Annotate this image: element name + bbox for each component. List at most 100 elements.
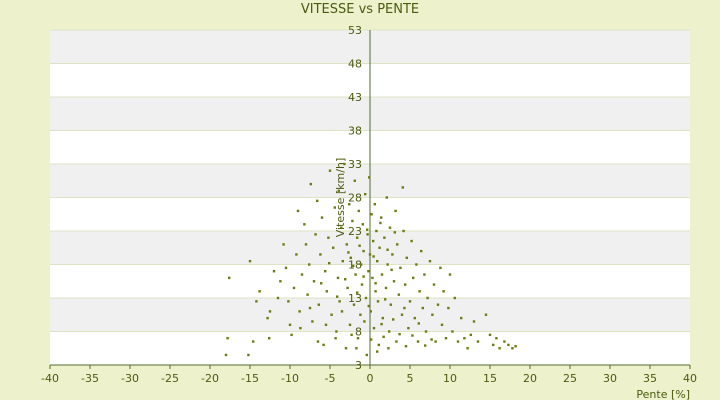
scatter-point bbox=[311, 320, 314, 323]
scatter-point bbox=[432, 283, 436, 286]
scatter-point bbox=[460, 316, 463, 320]
scatter-point bbox=[354, 273, 357, 276]
scatter-point bbox=[472, 320, 476, 323]
scatter-point bbox=[389, 303, 392, 306]
scatter-point bbox=[348, 323, 352, 326]
scatter-point bbox=[352, 303, 356, 306]
x-tick-label: -25 bbox=[161, 372, 179, 385]
scatter-point bbox=[356, 236, 359, 239]
scatter-point bbox=[428, 259, 432, 263]
scatter-point bbox=[352, 264, 355, 268]
scatter-point bbox=[258, 290, 261, 293]
y-axis-label: Vitesse [km/h] bbox=[334, 158, 347, 238]
scatter-point bbox=[365, 353, 368, 357]
scatter-point bbox=[314, 233, 317, 236]
scatter-point bbox=[431, 313, 434, 316]
x-tick-label: 40 bbox=[683, 372, 697, 385]
scatter-point bbox=[492, 343, 495, 347]
scatter-point bbox=[396, 243, 399, 246]
scatter-point bbox=[469, 333, 472, 337]
scatter-point bbox=[453, 296, 456, 300]
scatter-point bbox=[426, 296, 429, 300]
scatter-point bbox=[288, 323, 292, 326]
scatter-point bbox=[451, 330, 454, 333]
scatter-point bbox=[416, 340, 420, 343]
scatter-point bbox=[317, 303, 320, 306]
scatter-point bbox=[356, 291, 359, 294]
scatter-point bbox=[336, 276, 340, 280]
scatter-point bbox=[358, 244, 361, 247]
scatter-point bbox=[380, 216, 383, 219]
scatter-point bbox=[421, 306, 424, 310]
scatter-point bbox=[338, 300, 341, 303]
scatter-point bbox=[308, 263, 311, 266]
scatter-point bbox=[495, 337, 498, 340]
scatter-point bbox=[346, 286, 349, 290]
scatter-point bbox=[385, 196, 388, 199]
scatter-point bbox=[351, 219, 354, 223]
scatter-point bbox=[316, 340, 320, 343]
scatter-point bbox=[284, 266, 288, 270]
scatter-point bbox=[369, 310, 372, 313]
scatter-point bbox=[356, 337, 360, 340]
y-tick-label: 53 bbox=[348, 24, 362, 37]
scatter-point bbox=[390, 268, 393, 272]
scatter-point bbox=[388, 330, 391, 333]
scatter-point bbox=[364, 296, 368, 300]
scatter-point bbox=[362, 275, 365, 278]
x-tick-label: 15 bbox=[483, 372, 497, 385]
scatter-point bbox=[386, 263, 389, 266]
chart-title: VITESSE vs PENTE bbox=[300, 2, 420, 17]
scatter-point bbox=[456, 340, 460, 343]
scatter-point bbox=[374, 282, 377, 285]
scatter-point bbox=[279, 280, 282, 283]
scatter-point bbox=[292, 286, 296, 290]
scatter-point bbox=[401, 186, 404, 189]
y-tick-label: 18 bbox=[348, 259, 362, 272]
scatter-point bbox=[405, 256, 408, 259]
x-tick-label: -30 bbox=[121, 372, 139, 385]
scatter-point bbox=[407, 326, 410, 330]
scatter-point bbox=[511, 347, 514, 350]
x-tick-label: 10 bbox=[443, 372, 457, 385]
y-tick-label: 43 bbox=[348, 91, 362, 104]
scatter-point bbox=[328, 261, 331, 265]
scatter-point bbox=[348, 203, 351, 206]
x-tick-label: -35 bbox=[81, 372, 99, 385]
scatter-point bbox=[266, 316, 269, 320]
scatter-point bbox=[397, 293, 400, 296]
x-tick-label: -20 bbox=[201, 372, 219, 385]
scatter-point bbox=[224, 353, 228, 357]
x-tick-label: 20 bbox=[523, 372, 537, 385]
scatter-point bbox=[392, 318, 395, 321]
scatter-point bbox=[362, 249, 365, 253]
scatter-point bbox=[417, 322, 420, 325]
y-tick-label: 3 bbox=[355, 359, 362, 372]
scatter-point bbox=[384, 286, 388, 290]
scatter-point bbox=[442, 290, 445, 293]
scatter-point bbox=[298, 310, 301, 313]
scatter-point bbox=[299, 326, 302, 330]
scatter-point bbox=[376, 300, 380, 303]
scatter-point bbox=[393, 231, 396, 234]
scatter-point bbox=[447, 306, 450, 310]
scatter-point bbox=[353, 179, 356, 182]
scatter-point bbox=[290, 333, 293, 337]
scatter-point bbox=[324, 270, 327, 273]
scatter-point bbox=[340, 310, 344, 313]
scatter-point bbox=[380, 273, 384, 276]
scatter-point bbox=[226, 337, 229, 340]
scatter-point bbox=[484, 313, 488, 316]
scatter-point bbox=[320, 216, 324, 219]
scatter-point bbox=[507, 343, 510, 347]
scatter-point bbox=[395, 340, 398, 343]
scatter-point bbox=[430, 338, 433, 341]
scatter-point bbox=[503, 340, 506, 343]
scatter-point bbox=[316, 199, 319, 203]
scatter-point bbox=[360, 283, 364, 286]
scatter-point bbox=[466, 347, 469, 350]
scatter-point bbox=[325, 290, 328, 293]
x-axis-label: Pente [%] bbox=[636, 388, 690, 400]
scatter-point bbox=[411, 334, 414, 337]
